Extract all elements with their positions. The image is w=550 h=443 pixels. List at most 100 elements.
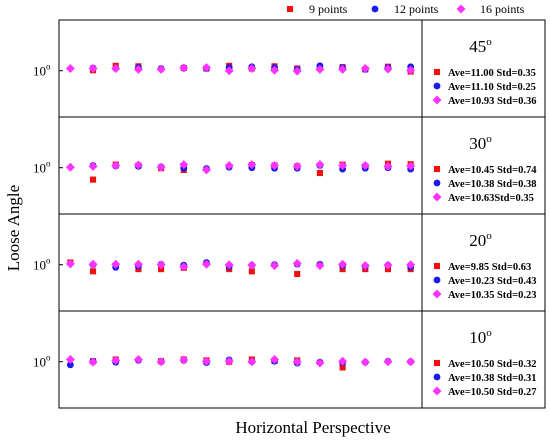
- data-point: [111, 355, 121, 365]
- data-point: [66, 361, 74, 369]
- data-point: [338, 64, 348, 74]
- stats-marker: [433, 359, 441, 367]
- data-point: [88, 357, 98, 367]
- stats-marker: [433, 165, 441, 173]
- panel-angle-label: 10o: [469, 327, 492, 347]
- data-point: [406, 161, 416, 171]
- legend-item: 12 points: [371, 2, 439, 16]
- data-point: [315, 261, 325, 271]
- data-point: [111, 259, 121, 269]
- data-point: [224, 260, 234, 270]
- data-point: [156, 162, 166, 172]
- panel-angle-label: 20o: [469, 230, 492, 250]
- panel-angle-label: 45o: [469, 36, 492, 56]
- stats-text: Ave=10.50 Std=0.32: [448, 359, 536, 370]
- x-axis-label: Horizontal Perspective: [235, 418, 390, 437]
- data-point: [201, 259, 211, 269]
- stats-marker: [432, 95, 442, 105]
- panel: 10o 10o Ave=10.50 Std=0.32 Ave=10.38 Std=0.…: [33, 310, 546, 409]
- y-tick-label: 10o: [33, 256, 51, 273]
- y-axis-label: Loose Angle: [4, 185, 23, 271]
- data-point: [339, 364, 346, 371]
- stats-text: Ave=11.00 Std=0.35: [448, 68, 536, 79]
- data-point: [89, 268, 97, 275]
- data-point: [292, 161, 302, 171]
- panel: 10o 45o Ave=11.00 Std=0.35 Ave=11.10 Std=0.…: [33, 19, 546, 118]
- data-point: [270, 161, 280, 170]
- data-point: [156, 64, 166, 74]
- stats-text: Ave=10.50 Std=0.27: [448, 387, 536, 398]
- panel: 10o 20o Ave=9.85 Std=0.63 Ave=10.23 Std=0.4…: [33, 213, 546, 312]
- data-point: [406, 260, 416, 270]
- legend-label: 9 points: [309, 2, 348, 16]
- y-tick-label: 10o: [33, 353, 51, 370]
- legend-label: 16 points: [480, 2, 525, 16]
- data-point: [292, 258, 302, 268]
- data-point: [247, 357, 257, 367]
- data-point: [133, 64, 143, 74]
- data-point: [339, 266, 346, 273]
- data-point: [360, 261, 370, 271]
- data-point: [224, 66, 234, 76]
- series-9-points: [89, 356, 346, 371]
- data-point: [316, 169, 323, 177]
- data-point: [133, 160, 143, 170]
- data-point: [111, 64, 121, 73]
- data-point: [406, 357, 416, 367]
- stats-marker: [432, 386, 442, 396]
- panels: 10o 45o Ave=11.00 Std=0.35 Ave=11.10 Std=0.…: [33, 19, 546, 409]
- data-point: [360, 64, 370, 73]
- data-point: [156, 260, 166, 270]
- data-point: [133, 259, 143, 269]
- data-point: [315, 64, 325, 74]
- stats-text: Ave=10.23 Std=0.43: [448, 276, 536, 287]
- data-point: [65, 162, 75, 172]
- legend-item: 16 points: [456, 2, 525, 16]
- data-point: [88, 259, 98, 269]
- data-point: [248, 268, 255, 275]
- data-point: [179, 63, 189, 73]
- data-point: [338, 259, 348, 269]
- data-point: [89, 176, 97, 183]
- data-point: [247, 64, 257, 73]
- legend-item: 9 points: [286, 2, 348, 16]
- panel: 10o 30o Ave=10.45 Std=0.74 Ave=10.38 Std=0.…: [33, 116, 546, 215]
- data-point: [292, 66, 302, 76]
- data-point: [156, 357, 166, 367]
- data-point: [292, 357, 302, 367]
- data-point: [315, 160, 325, 170]
- stats-text: Ave=11.10 Std=0.25: [448, 82, 536, 93]
- stats-marker: [433, 68, 441, 76]
- y-tick-label: 10o: [33, 159, 51, 176]
- data-point: [65, 64, 75, 73]
- stats-marker: [433, 276, 441, 284]
- stats-text: Ave=10.93 Std=0.36: [448, 96, 536, 107]
- data-point: [179, 262, 189, 272]
- data-point: [383, 357, 393, 367]
- stats-text: Ave=10.38 Std=0.38: [448, 179, 536, 190]
- data-point: [383, 64, 393, 74]
- data-point: [179, 355, 189, 365]
- stats-text: Ave=9.85 Std=0.63: [448, 262, 531, 273]
- panel-angle-label: 30o: [469, 133, 492, 153]
- data-point: [360, 161, 370, 170]
- stats-marker: [433, 179, 441, 187]
- data-point: [406, 65, 416, 75]
- data-point: [65, 259, 75, 269]
- data-point: [247, 260, 257, 270]
- series-16-points: [65, 355, 416, 368]
- y-tick-label: 10o: [33, 62, 51, 79]
- data-point: [270, 65, 280, 75]
- series-16-points: [65, 160, 416, 175]
- stats-marker: [433, 373, 441, 381]
- data-point: [201, 63, 211, 73]
- legend-marker-square: [286, 5, 294, 13]
- data-point: [65, 355, 75, 364]
- data-point: [383, 161, 393, 171]
- stats-box: [421, 310, 546, 409]
- stats-marker: [432, 289, 442, 299]
- stats-text: Ave=10.35 Std=0.23: [448, 290, 536, 301]
- stats-text: Ave=10.38 Std=0.31: [448, 373, 536, 384]
- data-point: [270, 261, 280, 271]
- data-point: [315, 358, 325, 368]
